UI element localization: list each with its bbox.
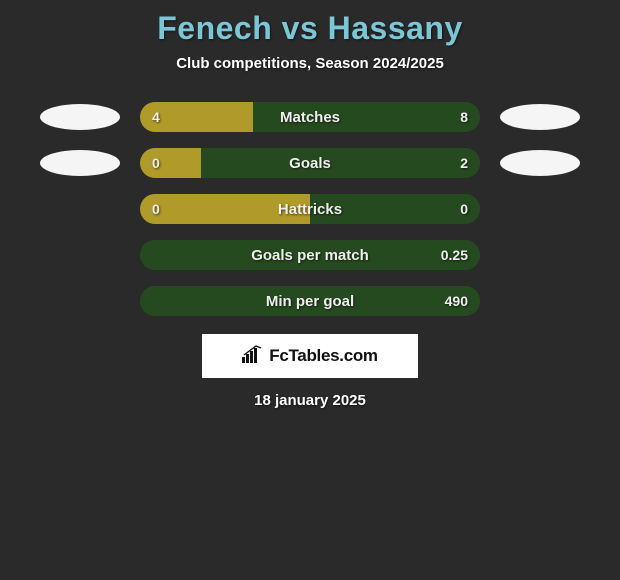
player-avatar-left [40,150,120,176]
logo-text: FcTables.com [269,346,378,366]
stat-bar-right-fill [140,240,480,270]
player-avatar-right [500,150,580,176]
stats-list: Matches48 Goals02 Hattricks00 Goals per mat… [0,102,620,316]
stat-row: Min per goal490 [0,286,620,316]
stat-row: Matches48 [0,102,620,132]
stat-bar-right-fill [253,102,480,132]
date-label: 18 january 2025 [0,392,620,409]
chart-icon [242,345,264,368]
stat-bar-right-fill [310,194,480,224]
stat-bar: Goals02 [140,148,480,178]
stat-bar-left-fill [140,102,253,132]
comparison-card: Fenech vs Hassany Club competitions, Sea… [0,0,620,409]
stat-row: Goals per match0.25 [0,240,620,270]
stat-bar-right-fill [201,148,480,178]
page-title: Fenech vs Hassany [0,10,620,47]
stat-bar: Goals per match0.25 [140,240,480,270]
player-avatar-right [500,104,580,130]
subtitle: Club competitions, Season 2024/2025 [0,55,620,72]
stat-row: Goals02 [0,148,620,178]
fctables-logo[interactable]: FcTables.com [202,334,418,378]
player-avatar-left [40,104,120,130]
stat-bar: Hattricks00 [140,194,480,224]
stat-bar: Min per goal490 [140,286,480,316]
stat-bar-left-fill [140,148,201,178]
stat-bar-left-fill [140,194,310,224]
stat-bar: Matches48 [140,102,480,132]
stat-row: Hattricks00 [0,194,620,224]
stat-bar-right-fill [140,286,480,316]
